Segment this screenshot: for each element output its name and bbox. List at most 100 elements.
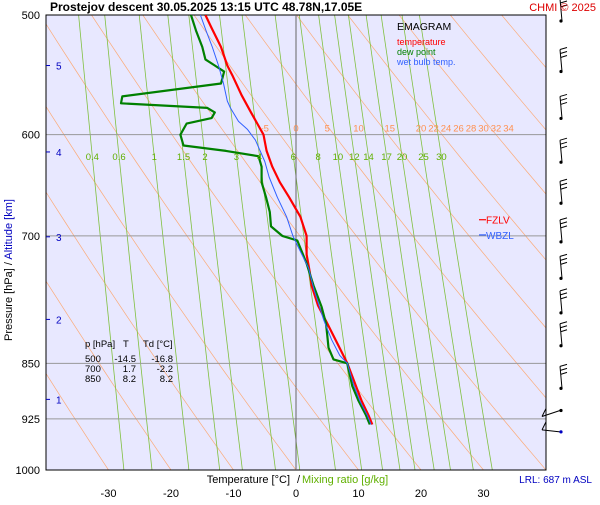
- wind-barb-station: [559, 19, 563, 23]
- wind-barb-feather: [560, 97, 568, 101]
- dry-adiabat-line: [46, 280, 172, 470]
- wind-barb-feather: [560, 51, 568, 54]
- altitude-tick-label: 3: [56, 233, 62, 244]
- adiabat-label: 30: [478, 124, 489, 135]
- lrl-label: LRL: 687 m ASL: [519, 475, 592, 486]
- mixing-ratio-label: 14: [363, 152, 374, 163]
- mixing-ratio-line: [334, 15, 401, 470]
- mixing-ratio-line: [401, 15, 474, 470]
- table-cell: -2.2: [157, 364, 173, 375]
- adiabat-label: 10: [353, 124, 364, 135]
- wind-barb-feather: [559, 288, 568, 292]
- dry-adiabat-line: [46, 105, 297, 470]
- table-cell: -14.5: [114, 354, 136, 365]
- mixing-ratio-labels: 0.4 0.6 1 1.5 2 3 4 6 8 10 12 14 17 20 25 30: [86, 152, 447, 163]
- wind-barb: [559, 137, 568, 164]
- mixing-ratio-label: 0.6: [112, 152, 125, 163]
- mixing-ratio-line: [348, 15, 416, 470]
- mixing-ratio-line: [241, 15, 301, 470]
- legend-item-wet-bulb: wet bulb temp.: [396, 57, 456, 67]
- mixing-ratio-line: [78, 15, 125, 470]
- table-cell: 850: [85, 374, 101, 385]
- dry-adiabat-line: [193, 15, 546, 470]
- x-axis-label-mixing-ratio: Mixing ratio [g/kg]: [302, 474, 388, 486]
- table-cell: 1.7: [123, 364, 136, 375]
- mixing-ratio-label: 4: [257, 152, 262, 163]
- temperature-tick-label: -30: [101, 488, 117, 500]
- wind-barb-feather: [559, 363, 568, 367]
- y-axis-label-altitude: Altitude [km]: [3, 199, 15, 260]
- wind-barb-feather: [560, 296, 568, 300]
- altitude-tick-label: 4: [56, 148, 62, 159]
- wind-barb-station: [559, 430, 563, 434]
- dry-adiabat-line: [46, 191, 234, 470]
- adiabat-label: 5: [325, 124, 330, 135]
- wind-barb: [559, 47, 568, 74]
- pressure-tick-label: 1000: [16, 465, 40, 477]
- dry-adiabat-line: [296, 15, 546, 329]
- mixing-ratio-label: 2: [202, 152, 207, 163]
- wind-barb-feather: [560, 145, 568, 149]
- dry-adiabat-line: [46, 372, 109, 470]
- mixing-ratio-line: [104, 15, 153, 470]
- wind-barb-station: [559, 276, 563, 280]
- wind-barb-feather: [559, 178, 568, 182]
- pressure-tick-labels: 500 600 700 850 925 1000: [16, 10, 40, 477]
- pressure-tick-label: 850: [22, 358, 40, 370]
- wind-barb-station: [559, 160, 563, 164]
- wind-barb-feather: [559, 137, 568, 141]
- dry-adiabat-line: [450, 15, 546, 131]
- mixing-ratio-line: [380, 15, 451, 470]
- wind-barb-station: [559, 344, 563, 348]
- wind-barb-feather: [559, 253, 568, 257]
- wind-barb-feather: [560, 292, 568, 296]
- wind-barb: [559, 217, 568, 244]
- adiabat-label: 22: [428, 124, 439, 135]
- pressure-tick-label: 700: [22, 231, 40, 243]
- y-axis-title: Pressure [hPa] / Altitude [km]: [3, 199, 15, 341]
- table-cell: 8.2: [160, 374, 173, 385]
- mixing-ratio-label: 8: [315, 152, 320, 163]
- dew-point-line: [119, 15, 371, 425]
- wind-barb: [559, 363, 568, 390]
- table-cell: -16.8: [151, 354, 173, 365]
- mixing-ratio-line: [318, 15, 383, 470]
- wind-barb: [559, 321, 568, 348]
- level-marker-label: WBZL: [486, 231, 514, 242]
- mixing-ratio-label: 25: [418, 152, 429, 163]
- wind-barbs: [541, 0, 568, 434]
- altitude-tick-label: 2: [56, 315, 62, 326]
- table-header-p: p [hPa]: [85, 339, 115, 350]
- wind-barb-station: [559, 408, 563, 413]
- adiabat-labels: -5 0 5 10 15 20 22 24 26 28 30 32 34: [261, 124, 514, 135]
- adiabat-label: -5: [261, 124, 269, 135]
- table-cell: 500: [85, 354, 101, 365]
- wind-barb-feather: [560, 371, 568, 375]
- x-axis-label-temperature: Temperature [°C]: [207, 474, 290, 486]
- mixing-ratio-line: [365, 15, 435, 470]
- wind-barb: [541, 421, 563, 434]
- pressure-tick-label: 925: [22, 414, 40, 426]
- adiabat-label: 32: [491, 124, 502, 135]
- mixing-ratio-lines: [78, 15, 493, 470]
- table-header-td: Td [°C]: [143, 339, 173, 350]
- credit-label: CHMI © 2025: [529, 2, 596, 14]
- temperature-line: [204, 15, 374, 425]
- dry-adiabat-line: [245, 15, 546, 399]
- dry-adiabat-line: [91, 15, 422, 470]
- wind-barb-feather: [560, 257, 568, 261]
- wind-barb-feather: [560, 141, 568, 145]
- wet-bulb-line: [199, 15, 372, 425]
- wind-barb-station: [559, 69, 563, 74]
- temperature-tick-label: 0: [293, 488, 299, 500]
- mixing-ratio-line: [274, 15, 336, 470]
- adiabat-label: 34: [503, 124, 514, 135]
- chart-legend: EMAGRAM temperature dew point wet bulb t…: [396, 21, 456, 67]
- legend-title: EMAGRAM: [397, 21, 451, 33]
- dry-adiabat-line: [398, 15, 546, 195]
- temperature-tick-label: -10: [226, 488, 242, 500]
- wind-barb-feather: [559, 217, 568, 221]
- wind-barb: [559, 93, 568, 121]
